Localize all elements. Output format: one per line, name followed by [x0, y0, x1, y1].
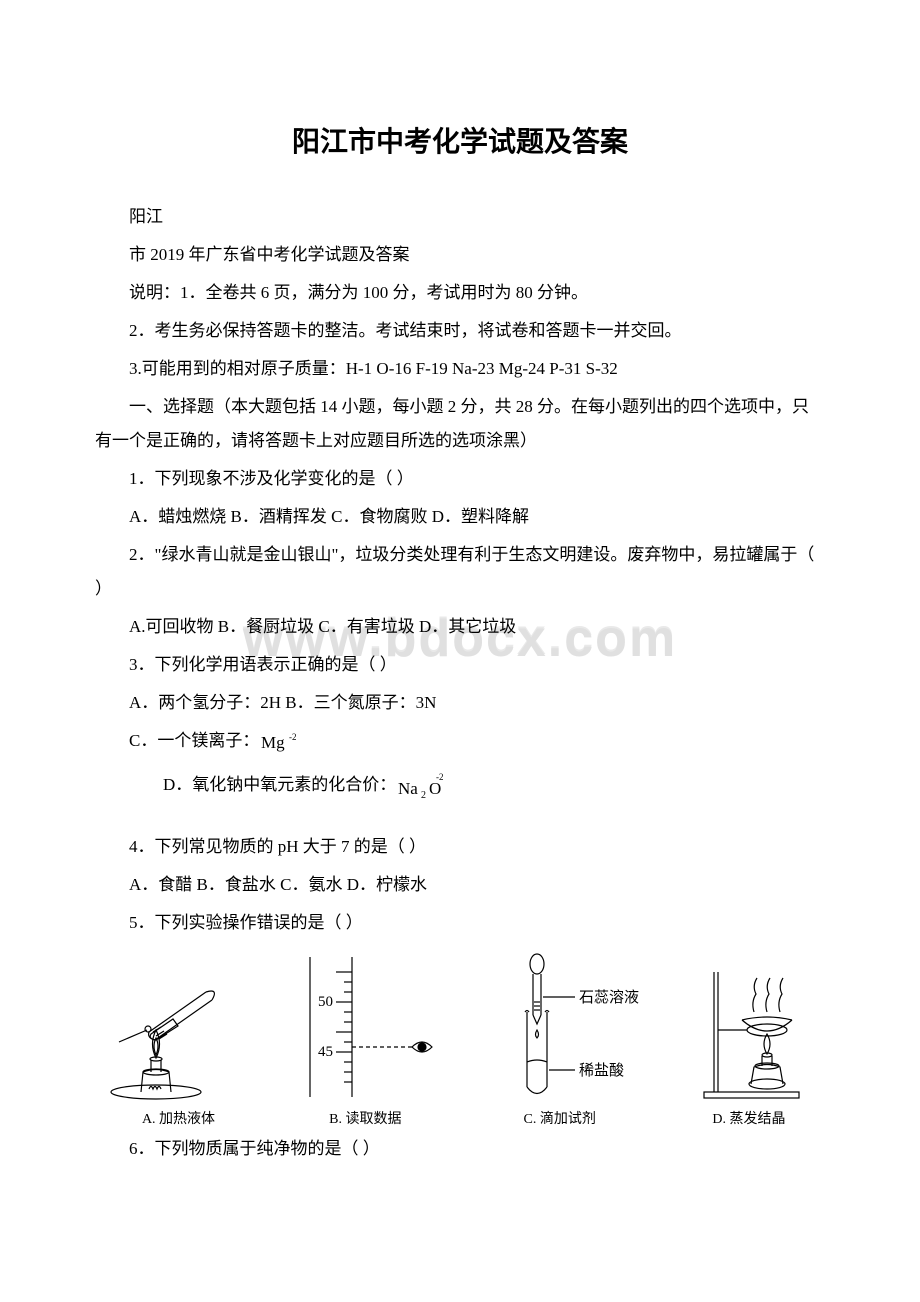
- diagram-c-svg: 石蕊溶液 稀盐酸: [475, 952, 645, 1102]
- diagram-c-label: C. 滴加试剂: [523, 1108, 595, 1128]
- diagram-a-label: A. 加热液体: [142, 1108, 215, 1128]
- diagram-c-label-top: 石蕊溶液: [579, 989, 639, 1006]
- diagram-a-svg: [101, 952, 256, 1102]
- question-1: 1．下列现象不涉及化学变化的是（ ）: [95, 462, 825, 496]
- question-3: 3．下列化学用语表示正确的是（ ）: [95, 648, 825, 682]
- question-3-option-c: C．一个镁离子： Mg -2: [95, 724, 825, 758]
- diagram-d-label: D. 蒸发结晶: [712, 1108, 785, 1128]
- svg-text:-2: -2: [436, 772, 444, 782]
- q3c-prefix: C．一个镁离子：: [129, 731, 259, 750]
- svg-text:2: 2: [421, 790, 426, 800]
- diagram-c: 石蕊溶液 稀盐酸 C. 滴加试剂: [475, 952, 645, 1128]
- svg-text:Mg: Mg: [261, 733, 285, 752]
- document-content: 阳江市中考化学试题及答案 阳江 市 2019 年广东省中考化学试题及答案 说明：…: [95, 120, 825, 1166]
- diagram-d-svg: [679, 952, 819, 1102]
- line-yangjiang: 阳江: [95, 200, 825, 234]
- section-1-heading: 一、选择题（本大题包括 14 小题，每小题 2 分，共 28 分。在每小题列出的…: [95, 390, 825, 458]
- diagram-b-mark-45: 45: [318, 1044, 333, 1060]
- formula-na2o: Na 2 O -2: [396, 772, 452, 800]
- question-2-options: A.可回收物 B．餐厨垃圾 C．有害垃圾 D．其它垃圾: [95, 610, 825, 644]
- instruction-1: 说明：1．全卷共 6 页，满分为 100 分，考试用时为 80 分钟。: [95, 276, 825, 310]
- question-3-option-ab: A．两个氢分子：2H B．三个氮原子：3N: [95, 686, 825, 720]
- instruction-3: 3.可能用到的相对原子质量：H-1 O-16 F-19 Na-23 Mg-24 …: [95, 352, 825, 386]
- question-5-diagrams: A. 加热液体: [95, 952, 825, 1128]
- question-1-options: A．蜡烛燃烧 B．酒精挥发 C．食物腐败 D．塑料降解: [95, 500, 825, 534]
- question-4-options: A．食醋 B．食盐水 C．氨水 D．柠檬水: [95, 868, 825, 902]
- svg-text:Na: Na: [398, 779, 418, 798]
- question-4: 4．下列常见物质的 pH 大于 7 的是（ ）: [95, 830, 825, 864]
- diagram-b-svg: 50 45: [290, 952, 440, 1102]
- diagram-a: A. 加热液体: [101, 952, 256, 1128]
- svg-text:-2: -2: [289, 732, 297, 742]
- question-5: 5．下列实验操作错误的是（ ）: [95, 906, 825, 940]
- line-city-year: 市 2019 年广东省中考化学试题及答案: [95, 238, 825, 272]
- formula-mg-ion: Mg -2: [259, 730, 307, 754]
- page-title: 阳江市中考化学试题及答案: [95, 120, 825, 160]
- diagram-b-label: B. 读取数据: [329, 1108, 401, 1128]
- question-6: 6．下列物质属于纯净物的是（ ）: [95, 1132, 825, 1166]
- instruction-2: 2．考生务必保持答题卡的整洁。考试结束时，将试卷和答题卡一并交回。: [95, 314, 825, 348]
- q3d-prefix: D．氧化钠中氧元素的化合价：: [163, 775, 396, 794]
- diagram-c-label-bottom: 稀盐酸: [579, 1062, 624, 1079]
- diagram-d: D. 蒸发结晶: [679, 952, 819, 1128]
- question-2: 2．"绿水青山就是金山银山"，垃圾分类处理有利于生态文明建设。废弃物中，易拉罐属…: [95, 538, 825, 606]
- diagram-b-mark-50: 50: [318, 994, 333, 1010]
- question-3-option-d: D．氧化钠中氧元素的化合价： Na 2 O -2: [95, 768, 825, 802]
- diagram-b: 50 45 B. 读取数据: [290, 952, 440, 1128]
